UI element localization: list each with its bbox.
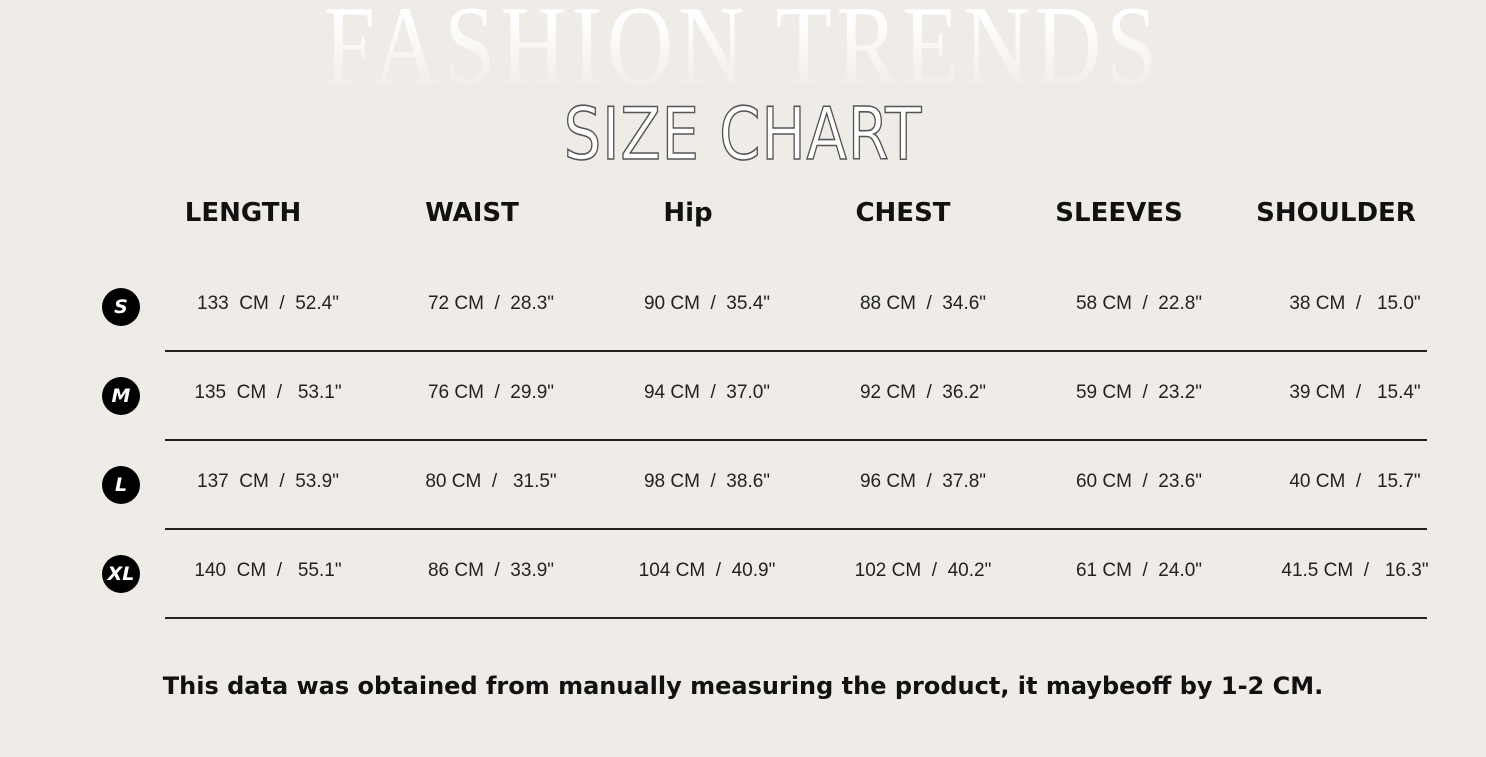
measurement-note: This data was obtained from manually mea… (162, 672, 1324, 700)
table-cell: 135 CM / 53.1" (194, 382, 342, 403)
column-header-hip: Hip (663, 198, 713, 228)
column-header-length: LENGTH (184, 198, 302, 228)
page-title: SIZE CHART (563, 92, 923, 176)
table-cell: 72 CM / 28.3" (427, 293, 555, 314)
table-cell: 58 CM / 22.8" (1075, 293, 1203, 314)
size-badge-l: L (102, 466, 140, 504)
table-cell: 60 CM / 23.6" (1075, 471, 1203, 492)
table-cell: 137 CM / 53.9" (197, 471, 339, 492)
size-badge-xl: XL (102, 555, 140, 593)
row-divider (165, 617, 1427, 619)
table-cell: 133 CM / 52.4" (197, 293, 339, 314)
table-cell: 59 CM / 23.2" (1075, 382, 1203, 403)
table-cell: 86 CM / 33.9" (427, 560, 555, 581)
table-cell: 102 CM / 40.2" (854, 560, 992, 581)
watermark-fashion-trends: FASHION TRENDS (134, 0, 1353, 96)
table-cell: 39 CM / 15.4" (1289, 382, 1421, 403)
table-cell: 94 CM / 37.0" (643, 382, 771, 403)
table-cell: 88 CM / 34.6" (859, 293, 987, 314)
column-header-waist: WAIST (425, 198, 519, 228)
table-cell: 80 CM / 31.5" (425, 471, 557, 492)
row-divider (165, 439, 1427, 441)
table-cell: 96 CM / 37.8" (859, 471, 987, 492)
table-cell: 98 CM / 38.6" (643, 471, 771, 492)
size-badge-s: S (102, 288, 140, 326)
column-header-chest: CHEST (855, 198, 951, 228)
column-header-shoulder: SHOULDER (1256, 198, 1416, 228)
size-badge-m: M (102, 377, 140, 415)
row-divider (165, 528, 1427, 530)
table-cell: 40 CM / 15.7" (1289, 471, 1421, 492)
table-cell: 38 CM / 15.0" (1289, 293, 1421, 314)
table-cell: 61 CM / 24.0" (1075, 560, 1203, 581)
table-cell: 41.5 CM / 16.3" (1281, 560, 1429, 581)
table-cell: 92 CM / 36.2" (859, 382, 987, 403)
table-cell: 76 CM / 29.9" (427, 382, 555, 403)
row-divider (165, 350, 1427, 352)
column-header-sleeves: SLEEVES (1055, 198, 1183, 228)
table-cell: 140 CM / 55.1" (194, 560, 342, 581)
table-cell: 90 CM / 35.4" (643, 293, 771, 314)
table-cell: 104 CM / 40.9" (638, 560, 776, 581)
